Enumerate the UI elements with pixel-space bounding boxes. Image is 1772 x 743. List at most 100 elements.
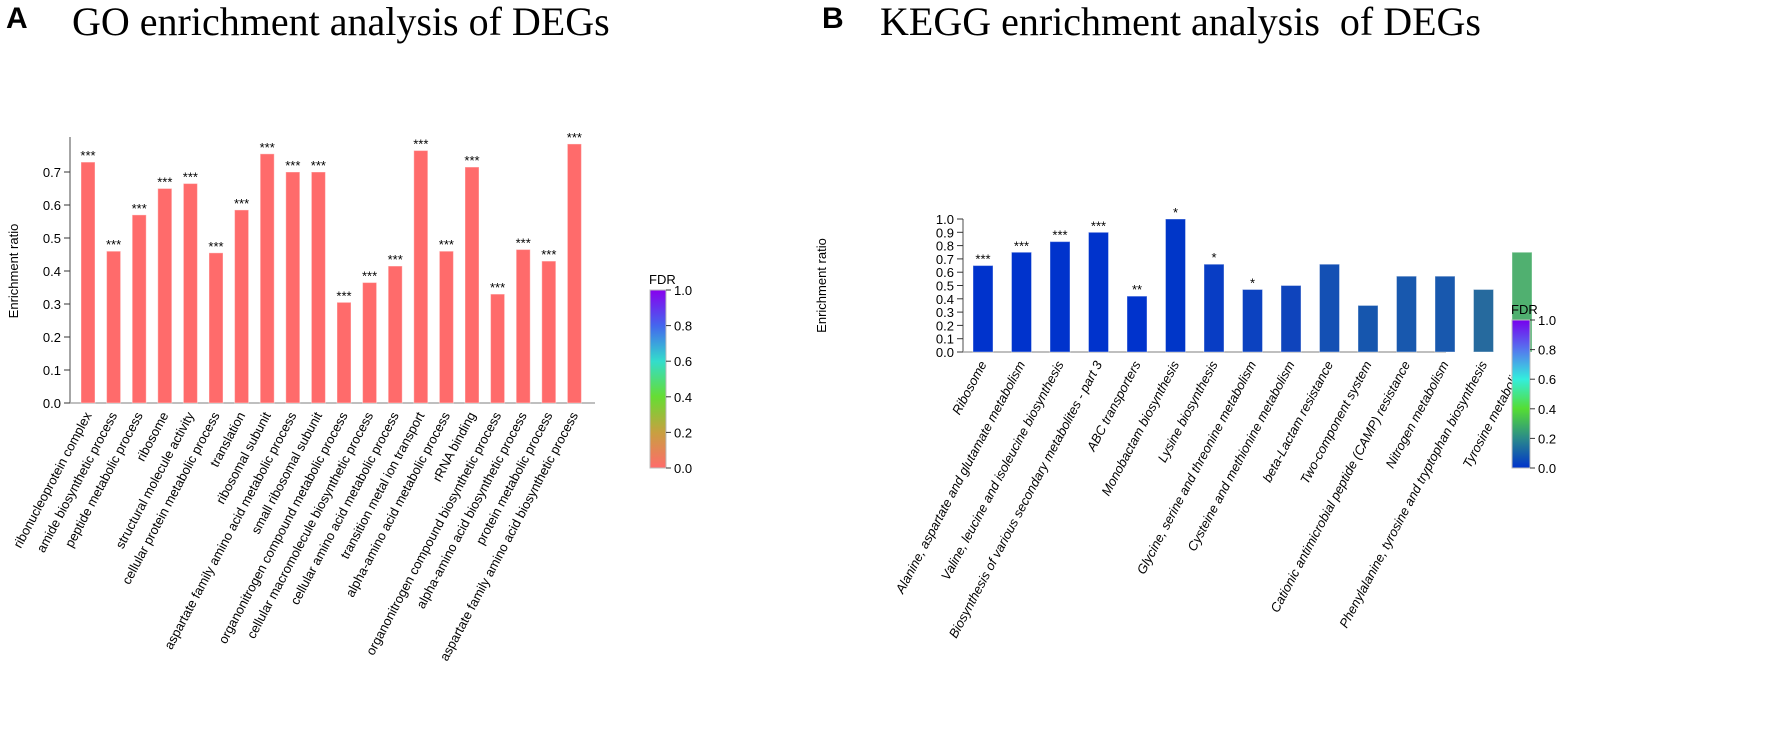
significance-label: *** bbox=[132, 201, 147, 216]
significance-label: *** bbox=[208, 239, 223, 254]
y-axis-label: Enrichment ratio bbox=[814, 238, 829, 333]
bar bbox=[1165, 218, 1186, 353]
significance-label: *** bbox=[541, 247, 556, 262]
significance-label: *** bbox=[1014, 238, 1029, 253]
bar bbox=[541, 260, 557, 404]
bar bbox=[387, 265, 403, 404]
significance-label: * bbox=[1173, 205, 1178, 220]
y-tick-label: 0.2 bbox=[43, 330, 61, 345]
significance-label: *** bbox=[1052, 228, 1067, 243]
bar bbox=[1357, 304, 1379, 353]
fdr-colorbar bbox=[1511, 319, 1531, 469]
bar bbox=[259, 153, 275, 404]
bar bbox=[1434, 275, 1456, 353]
bar bbox=[972, 265, 994, 353]
bar bbox=[131, 214, 147, 404]
colorbar-tick-label: 0.6 bbox=[1538, 372, 1556, 387]
chart-title-a: GO enrichment analysis of DEGs bbox=[72, 0, 610, 44]
panel-label-b: B bbox=[822, 2, 844, 35]
y-tick-label: 1.0 bbox=[936, 212, 954, 227]
bar bbox=[1396, 275, 1417, 353]
bar bbox=[1473, 288, 1494, 353]
x-tick-label: beta-Lactam resistance bbox=[1259, 358, 1336, 484]
bar bbox=[1049, 241, 1071, 353]
x-tick-label: Two-component system bbox=[1297, 358, 1375, 486]
significance-label: *** bbox=[234, 196, 249, 211]
bar bbox=[1126, 295, 1148, 353]
bar bbox=[490, 293, 506, 404]
significance-label: *** bbox=[336, 288, 351, 303]
bar bbox=[1319, 263, 1340, 353]
colorbar-tick-label: 1.0 bbox=[674, 283, 692, 298]
y-tick-label: 0.7 bbox=[43, 165, 61, 180]
bar bbox=[413, 150, 429, 404]
significance-label: *** bbox=[362, 269, 377, 284]
bar bbox=[1011, 251, 1032, 353]
bar bbox=[80, 161, 96, 404]
significance-label: *** bbox=[413, 137, 428, 152]
y-tick-label: 0.5 bbox=[936, 279, 954, 294]
colorbar-tick-label: 1.0 bbox=[1538, 313, 1556, 328]
colorbar-tick-label: 0.8 bbox=[674, 319, 692, 334]
significance-label: *** bbox=[157, 175, 172, 190]
colorbar-tick-label: 0.2 bbox=[1538, 431, 1556, 446]
bar bbox=[336, 301, 352, 404]
colorbar-tick-label: 0.8 bbox=[1538, 343, 1556, 358]
significance-label: *** bbox=[464, 153, 479, 168]
significance-label: ** bbox=[1132, 282, 1142, 297]
bar bbox=[515, 249, 531, 404]
bar bbox=[1280, 285, 1302, 353]
bar bbox=[1088, 231, 1109, 353]
bar bbox=[182, 183, 198, 404]
bar bbox=[1242, 288, 1263, 353]
significance-label: * bbox=[1250, 275, 1255, 290]
colorbar-tick-label: 0.6 bbox=[674, 354, 692, 369]
y-tick-label: 0.9 bbox=[936, 225, 954, 240]
colorbar-tick-label: 0.0 bbox=[674, 461, 692, 476]
y-tick-label: 0.4 bbox=[43, 264, 61, 279]
significance-label: * bbox=[1211, 250, 1216, 265]
colorbar-tick-label: 0.2 bbox=[674, 425, 692, 440]
significance-label: *** bbox=[183, 170, 198, 185]
colorbar-tick-label: 0.4 bbox=[1538, 402, 1556, 417]
y-tick-label: 0.8 bbox=[936, 239, 954, 254]
colorbar-tick-label: 0.0 bbox=[1538, 461, 1556, 476]
significance-label: *** bbox=[106, 237, 121, 252]
bar bbox=[234, 209, 250, 404]
significance-label: *** bbox=[311, 158, 326, 173]
y-tick-label: 0.6 bbox=[936, 265, 954, 280]
y-tick-label: 0.5 bbox=[43, 231, 61, 246]
fdr-colorbar bbox=[649, 289, 667, 469]
y-axis-label: Enrichment ratio bbox=[6, 224, 21, 319]
chart-title-b: KEGG enrichment analysis of DEGs bbox=[880, 0, 1481, 44]
significance-label: *** bbox=[285, 158, 300, 173]
y-tick-label: 0.3 bbox=[43, 297, 61, 312]
x-tick-label: Phenylalanine, tyrosine and tryptophan b… bbox=[1336, 358, 1490, 630]
significance-label: *** bbox=[516, 236, 531, 251]
bar bbox=[157, 188, 173, 404]
y-tick-label: 0.0 bbox=[936, 345, 954, 360]
colorbar-tick-label: 0.4 bbox=[674, 390, 692, 405]
y-tick-label: 0.4 bbox=[936, 292, 954, 307]
bar bbox=[362, 282, 378, 404]
y-tick-label: 0.1 bbox=[936, 332, 954, 347]
panel-label-a: A bbox=[6, 2, 28, 35]
y-tick-label: 0.0 bbox=[43, 396, 61, 411]
significance-label: *** bbox=[490, 280, 505, 295]
colorbar-label: FDR bbox=[1511, 302, 1538, 317]
significance-label: *** bbox=[567, 130, 582, 145]
y-tick-label: 0.6 bbox=[43, 198, 61, 213]
significance-label: *** bbox=[975, 252, 990, 267]
colorbar-label: FDR bbox=[649, 272, 676, 287]
bar bbox=[106, 250, 122, 404]
x-tick-label: Ribosome bbox=[949, 358, 990, 417]
bar bbox=[285, 171, 301, 404]
y-tick-label: 0.1 bbox=[43, 363, 61, 378]
y-tick-label: 0.3 bbox=[936, 305, 954, 320]
significance-label: *** bbox=[388, 252, 403, 267]
significance-label: *** bbox=[439, 237, 454, 252]
y-tick-label: 0.2 bbox=[936, 318, 954, 333]
significance-label: *** bbox=[1091, 218, 1106, 233]
